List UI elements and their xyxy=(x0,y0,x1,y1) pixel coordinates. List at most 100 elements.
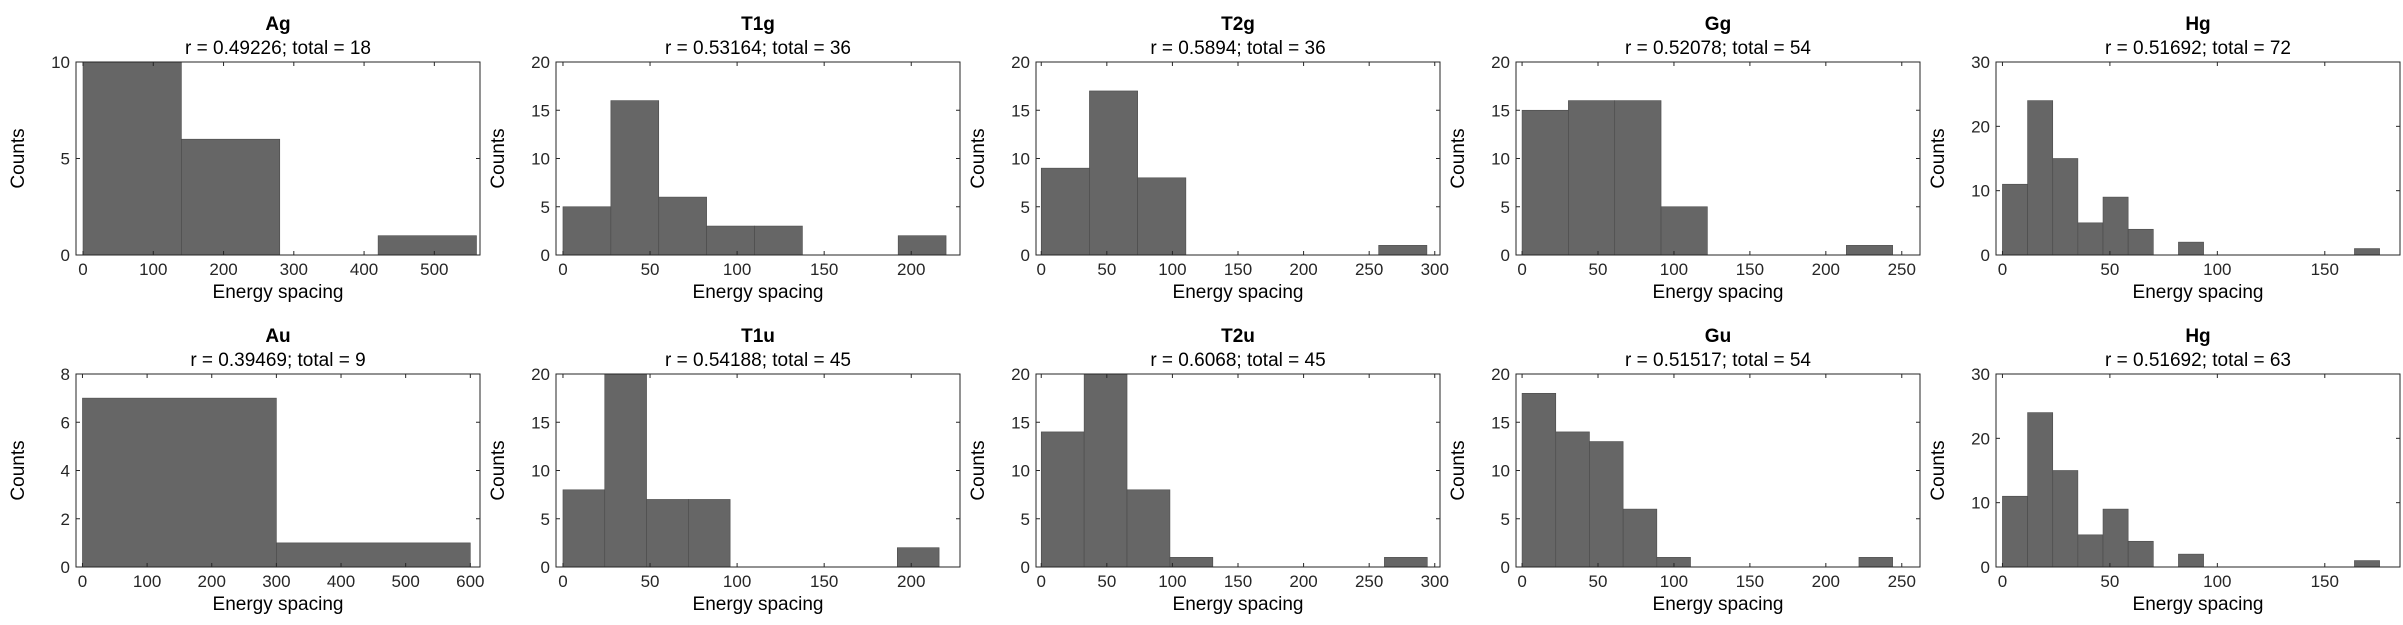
y-tick-label: 5 xyxy=(1501,510,1510,529)
x-tick-label: 50 xyxy=(1097,572,1116,591)
x-tick-label: 300 xyxy=(1421,260,1449,279)
y-tick-label: 10 xyxy=(51,53,70,72)
x-tick-label: 400 xyxy=(327,572,355,591)
chart-title: T1u xyxy=(741,326,775,347)
x-tick-label: 200 xyxy=(897,260,925,279)
histogram-bar xyxy=(1137,177,1187,256)
y-tick-label: 0 xyxy=(1021,558,1030,577)
y-tick-label: 20 xyxy=(1491,365,1510,384)
axes-box xyxy=(1995,61,2401,256)
histogram-bar xyxy=(1555,431,1590,568)
histogram-bar xyxy=(1660,206,1708,256)
y-tick-label: 20 xyxy=(1491,53,1510,72)
y-tick-label: 0 xyxy=(61,246,70,265)
histogram-bar xyxy=(562,489,606,568)
x-tick-label: 100 xyxy=(723,260,751,279)
histogram-panel-1: 0 50 100 150 200 0 5 10 15 20 T1g r = 0.53164; tota… xyxy=(488,14,961,303)
y-tick-label: 4 xyxy=(61,462,70,481)
x-tick-label: 500 xyxy=(420,260,448,279)
y-axis-label: Counts xyxy=(1928,128,1949,188)
histogram-bar xyxy=(1589,441,1624,568)
chart-title: T2u xyxy=(1221,326,1255,347)
x-tick-label: 100 xyxy=(723,572,751,591)
histogram-bar xyxy=(1858,557,1893,568)
histogram-bar xyxy=(1846,245,1893,256)
x-tick-label: 0 xyxy=(558,572,567,591)
histogram-bar xyxy=(276,542,471,568)
histogram-bar xyxy=(1521,392,1557,568)
histogram-panel-0: 0 100 200 300 400 500 0 5 10 Ag r = 0.49226; total… xyxy=(8,14,481,303)
x-tick-label: 150 xyxy=(2311,260,2339,279)
x-tick-label: 250 xyxy=(1888,572,1916,591)
y-tick-label: 0 xyxy=(541,558,550,577)
x-axis-label: Energy spacing xyxy=(1653,282,1784,303)
x-tick-label: 200 xyxy=(209,260,237,279)
x-tick-label: 100 xyxy=(133,572,161,591)
histogram-bar xyxy=(2002,183,2028,256)
x-tick-label: 50 xyxy=(641,572,660,591)
x-tick-label: 200 xyxy=(1812,572,1840,591)
y-tick-label: 2 xyxy=(61,510,70,529)
chart-subtitle: r = 0.51692; total = 72 xyxy=(2105,38,2291,59)
x-tick-label: 50 xyxy=(1589,260,1608,279)
y-tick-label: 0 xyxy=(61,558,70,577)
y-tick-label: 20 xyxy=(1971,429,1990,448)
chart-title: Hg xyxy=(2185,326,2210,347)
chart-subtitle: r = 0.5894; total = 36 xyxy=(1150,38,1325,59)
y-tick-label: 15 xyxy=(531,413,550,432)
x-tick-label: 50 xyxy=(641,260,660,279)
y-tick-label: 15 xyxy=(1491,413,1510,432)
y-tick-label: 0 xyxy=(1021,246,1030,265)
x-axis-label: Energy spacing xyxy=(1653,594,1784,615)
x-tick-label: 100 xyxy=(1158,572,1186,591)
histogram-bar xyxy=(1089,90,1138,256)
histogram-bar xyxy=(82,61,182,256)
x-tick-label: 150 xyxy=(1224,572,1252,591)
histogram-panel-3: 0 50 100 150 200 250 0 5 10 15 20 Gg r = 0.52078; to… xyxy=(1448,14,1921,303)
y-tick-label: 10 xyxy=(1011,150,1030,169)
x-tick-label: 300 xyxy=(1421,572,1449,591)
x-tick-label: 150 xyxy=(1224,260,1252,279)
x-tick-label: 100 xyxy=(1158,260,1186,279)
y-tick-label: 20 xyxy=(531,53,550,72)
x-axis-label: Energy spacing xyxy=(213,282,344,303)
histogram-panel-5: 0 100 200 300 400 500 600 0 2 4 6 8 Au r = 0.39469; t… xyxy=(8,326,484,615)
x-tick-label: 250 xyxy=(1355,260,1383,279)
x-axis-label: Energy spacing xyxy=(213,594,344,615)
x-tick-label: 150 xyxy=(1736,572,1764,591)
x-tick-label: 0 xyxy=(1998,260,2007,279)
x-tick-label: 150 xyxy=(810,260,838,279)
y-tick-label: 10 xyxy=(531,462,550,481)
histogram-bar xyxy=(1384,557,1428,568)
histogram-bar xyxy=(2102,508,2129,568)
histogram-bar xyxy=(2002,495,2028,568)
histogram-bar xyxy=(897,547,940,568)
x-tick-label: 0 xyxy=(1037,572,1046,591)
chart-subtitle: r = 0.53164; total = 36 xyxy=(665,38,851,59)
histogram-bar xyxy=(2102,196,2129,256)
x-tick-label: 100 xyxy=(2203,572,2231,591)
y-tick-label: 20 xyxy=(531,365,550,384)
chart-subtitle: r = 0.6068; total = 45 xyxy=(1150,350,1325,371)
x-tick-label: 100 xyxy=(1660,572,1688,591)
y-axis-label: Counts xyxy=(1928,440,1949,500)
histogram-bar xyxy=(2127,540,2154,568)
chart-title: Hg xyxy=(2185,14,2210,35)
x-tick-label: 150 xyxy=(2311,572,2339,591)
x-tick-label: 0 xyxy=(1998,572,2007,591)
y-axis-label: Counts xyxy=(488,440,509,500)
y-tick-label: 30 xyxy=(1971,53,1990,72)
histogram-bar xyxy=(646,499,689,568)
y-tick-label: 0 xyxy=(1981,558,1990,577)
y-tick-label: 30 xyxy=(1971,365,1990,384)
x-tick-label: 0 xyxy=(1037,260,1046,279)
y-tick-label: 0 xyxy=(1501,558,1510,577)
x-tick-label: 100 xyxy=(2203,260,2231,279)
y-tick-label: 10 xyxy=(1491,462,1510,481)
y-tick-label: 0 xyxy=(1501,246,1510,265)
histogram-bar xyxy=(610,100,660,256)
histogram-panel-4: 0 50 100 150 0 10 20 30 Hg r = 0.51692; total = 7… xyxy=(1928,14,2401,303)
y-tick-label: 15 xyxy=(1011,413,1030,432)
y-tick-label: 10 xyxy=(1491,150,1510,169)
y-tick-label: 5 xyxy=(1021,510,1030,529)
